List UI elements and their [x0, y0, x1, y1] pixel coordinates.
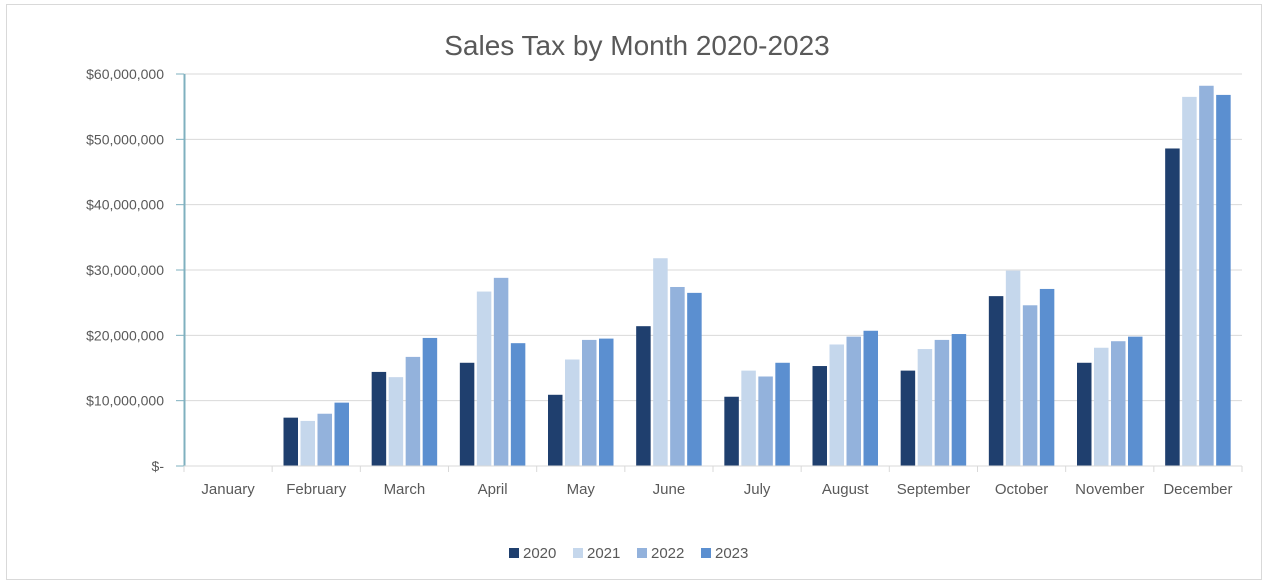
bar-2022-april: [493, 277, 509, 466]
bar-2021-march: [388, 377, 404, 466]
bar-2022-september: [934, 339, 950, 466]
y-tick-label: $10,000,000: [86, 393, 164, 409]
x-tick-label: January: [201, 481, 255, 498]
legend-label-2021: 2021: [587, 545, 620, 562]
x-axis: January February March April May June July Augu…: [183, 465, 1243, 498]
bar-2023-october: [1039, 288, 1055, 466]
legend-swatch-2023: [701, 548, 711, 558]
chart-title: Sales Tax by Month 2020-2023: [444, 30, 830, 61]
x-tick-label: March: [384, 481, 426, 498]
x-tick-label: September: [897, 481, 970, 498]
legend-label-2022: 2022: [651, 545, 684, 562]
bar-2023-november: [1128, 336, 1143, 466]
bar-2023-june: [687, 292, 702, 466]
y-tick-label: $20,000,000: [86, 327, 164, 343]
legend-swatch-2021: [573, 548, 583, 558]
legend-swatch-2022: [637, 548, 647, 558]
bar-2022-november: [1111, 341, 1126, 466]
legend: 2020 2021 2022 2023: [509, 545, 748, 562]
bar-2020-march: [371, 371, 387, 466]
bar-2021-october: [1005, 270, 1021, 466]
bar-2020-may: [548, 394, 563, 466]
y-tick-label: $40,000,000: [86, 197, 164, 213]
bar-2021-may: [565, 359, 580, 466]
legend-swatch-2020: [509, 548, 519, 558]
bar-2021-december: [1182, 96, 1197, 466]
bar-2023-september: [951, 334, 967, 466]
x-tick-label: October: [995, 481, 1048, 498]
bar-2021-june: [653, 258, 668, 466]
bar-2020-february: [283, 417, 298, 466]
bar-2021-august: [829, 344, 844, 466]
bar-2020-april: [459, 362, 475, 466]
bar-2021-april: [476, 291, 492, 466]
bar-2020-october: [988, 296, 1004, 466]
y-axis: $- $10,000,000 $20,000,000 $30,000,000 $40,0…: [86, 66, 186, 474]
bar-2021-july: [741, 370, 756, 466]
bar-2022-february: [317, 413, 332, 466]
bar-2020-june: [636, 326, 651, 466]
bar-2020-november: [1077, 362, 1092, 466]
bar-2020-december: [1165, 148, 1180, 467]
bar-2022-march: [405, 356, 421, 466]
bar-2022-july: [758, 376, 773, 466]
bar-2023-april: [510, 343, 526, 466]
y-tick-label: $50,000,000: [86, 131, 164, 147]
x-tick-label: June: [653, 481, 686, 498]
y-tick-label: $30,000,000: [86, 262, 164, 278]
bar-2022-august: [846, 336, 861, 466]
bar-2020-september: [900, 370, 916, 466]
bar-2021-february: [300, 420, 315, 466]
bar-2022-may: [582, 339, 597, 466]
bar-2021-november: [1094, 347, 1109, 466]
y-tick-label: $60,000,000: [86, 66, 164, 82]
x-tick-label: November: [1075, 481, 1144, 498]
x-tick-label: April: [478, 481, 508, 498]
bar-2023-march: [422, 337, 438, 466]
bar-2020-august: [812, 366, 827, 466]
bar-2020-july: [724, 396, 739, 466]
bars: [283, 85, 1231, 467]
bar-2023-february: [334, 402, 349, 466]
x-tick-label: February: [286, 481, 347, 498]
bar-2023-july: [775, 362, 790, 466]
x-tick-label: December: [1163, 481, 1232, 498]
y-tick-label: $-: [152, 458, 165, 474]
x-tick-label: August: [822, 481, 870, 498]
x-tick-label: July: [744, 481, 771, 498]
bar-2022-october: [1022, 305, 1038, 466]
bar-2022-june: [670, 286, 685, 466]
x-tick-label: May: [567, 481, 596, 498]
bar-2021-september: [917, 349, 933, 466]
bar-2023-august: [863, 330, 878, 466]
bar-2023-december: [1216, 94, 1231, 466]
gridlines: [184, 73, 1242, 402]
legend-label-2020: 2020: [523, 545, 556, 562]
bar-2022-december: [1199, 85, 1214, 466]
legend-label-2023: 2023: [715, 545, 748, 562]
bar-2023-may: [599, 338, 614, 466]
